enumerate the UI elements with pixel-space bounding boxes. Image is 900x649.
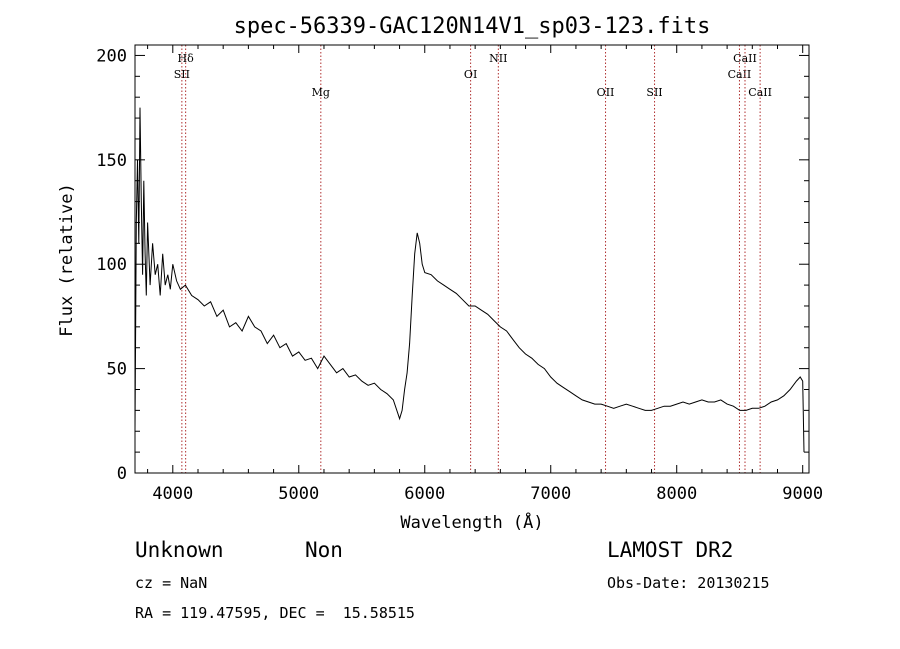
y-axis: 0 50 100 150 200 [96,46,809,484]
y-tick-label: 100 [96,255,127,275]
y-tick-label: 50 [107,360,127,380]
x-tick-label: 6000 [404,484,445,504]
y-axis-label: Flux (relative) [57,183,77,337]
plot-frame [134,44,810,474]
x-tick-label: 9000 [782,484,823,504]
line-markers: Hδ SII Mg OI NII OII SII CaII CaII CaII [174,45,772,473]
x-tick-label: 7000 [530,484,571,504]
y-tick-label: 150 [96,151,127,171]
line-marker-label: SII [646,86,662,99]
y-tick-label: 200 [96,46,127,66]
line-marker-label: CaII [748,86,772,99]
line-marker-label: SII [174,68,190,81]
line-marker-label: CaII [728,68,752,81]
x-axis: 4000 5000 6000 7000 8000 9000 [147,45,823,504]
line-marker-label: OII [597,86,615,99]
line-marker-label: Mg [312,86,330,99]
object-class: Unknown [135,538,224,562]
x-axis-label: Wavelength (Å) [400,511,543,533]
survey-name: LAMOST DR2 [607,538,734,562]
coordinates-text: RA = 119.47595, DEC = 15.58515 [135,604,415,622]
obs-date: Obs-Date: 20130215 [607,574,770,592]
y-tick-label: 0 [117,464,127,484]
object-subclass: Non [305,538,343,562]
line-marker-label: CaII [733,52,757,65]
chart-title: spec-56339-GAC120N14V1_sp03-123.fits [234,14,711,39]
spectrum-series-line [134,107,805,453]
x-tick-label: 5000 [278,484,319,504]
x-tick-label: 8000 [656,484,697,504]
line-marker-label: OI [464,68,477,81]
x-tick-label: 4000 [152,484,193,504]
line-marker-label: NII [489,52,507,65]
line-marker-label: Hδ [178,52,195,65]
redshift-text: cz = NaN [135,574,208,592]
